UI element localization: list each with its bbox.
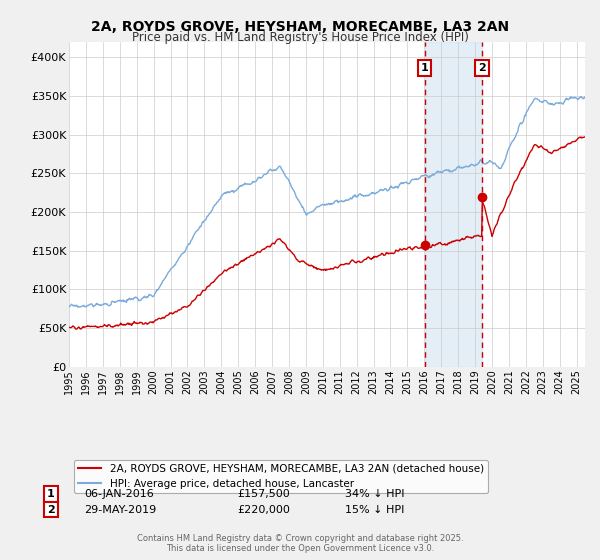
Text: £220,000: £220,000 [237,505,290,515]
Text: 29-MAY-2019: 29-MAY-2019 [84,505,156,515]
Text: Contains HM Land Registry data © Crown copyright and database right 2025.
This d: Contains HM Land Registry data © Crown c… [137,534,463,553]
Text: Price paid vs. HM Land Registry's House Price Index (HPI): Price paid vs. HM Land Registry's House … [131,31,469,44]
Text: 06-JAN-2016: 06-JAN-2016 [84,489,154,499]
Text: £157,500: £157,500 [237,489,290,499]
Bar [425,42,482,367]
Legend: 2A, ROYDS GROVE, HEYSHAM, MORECAMBE, LA3 2AN (detached house), HPI: Average pric: 2A, ROYDS GROVE, HEYSHAM, MORECAMBE, LA3… [74,460,488,493]
Text: 15% ↓ HPI: 15% ↓ HPI [345,505,404,515]
Text: 2: 2 [47,505,55,515]
Text: 1: 1 [47,489,55,499]
Text: 1: 1 [421,63,428,73]
Text: 34% ↓ HPI: 34% ↓ HPI [345,489,404,499]
Text: 2: 2 [478,63,486,73]
Text: 2A, ROYDS GROVE, HEYSHAM, MORECAMBE, LA3 2AN: 2A, ROYDS GROVE, HEYSHAM, MORECAMBE, LA3… [91,20,509,34]
